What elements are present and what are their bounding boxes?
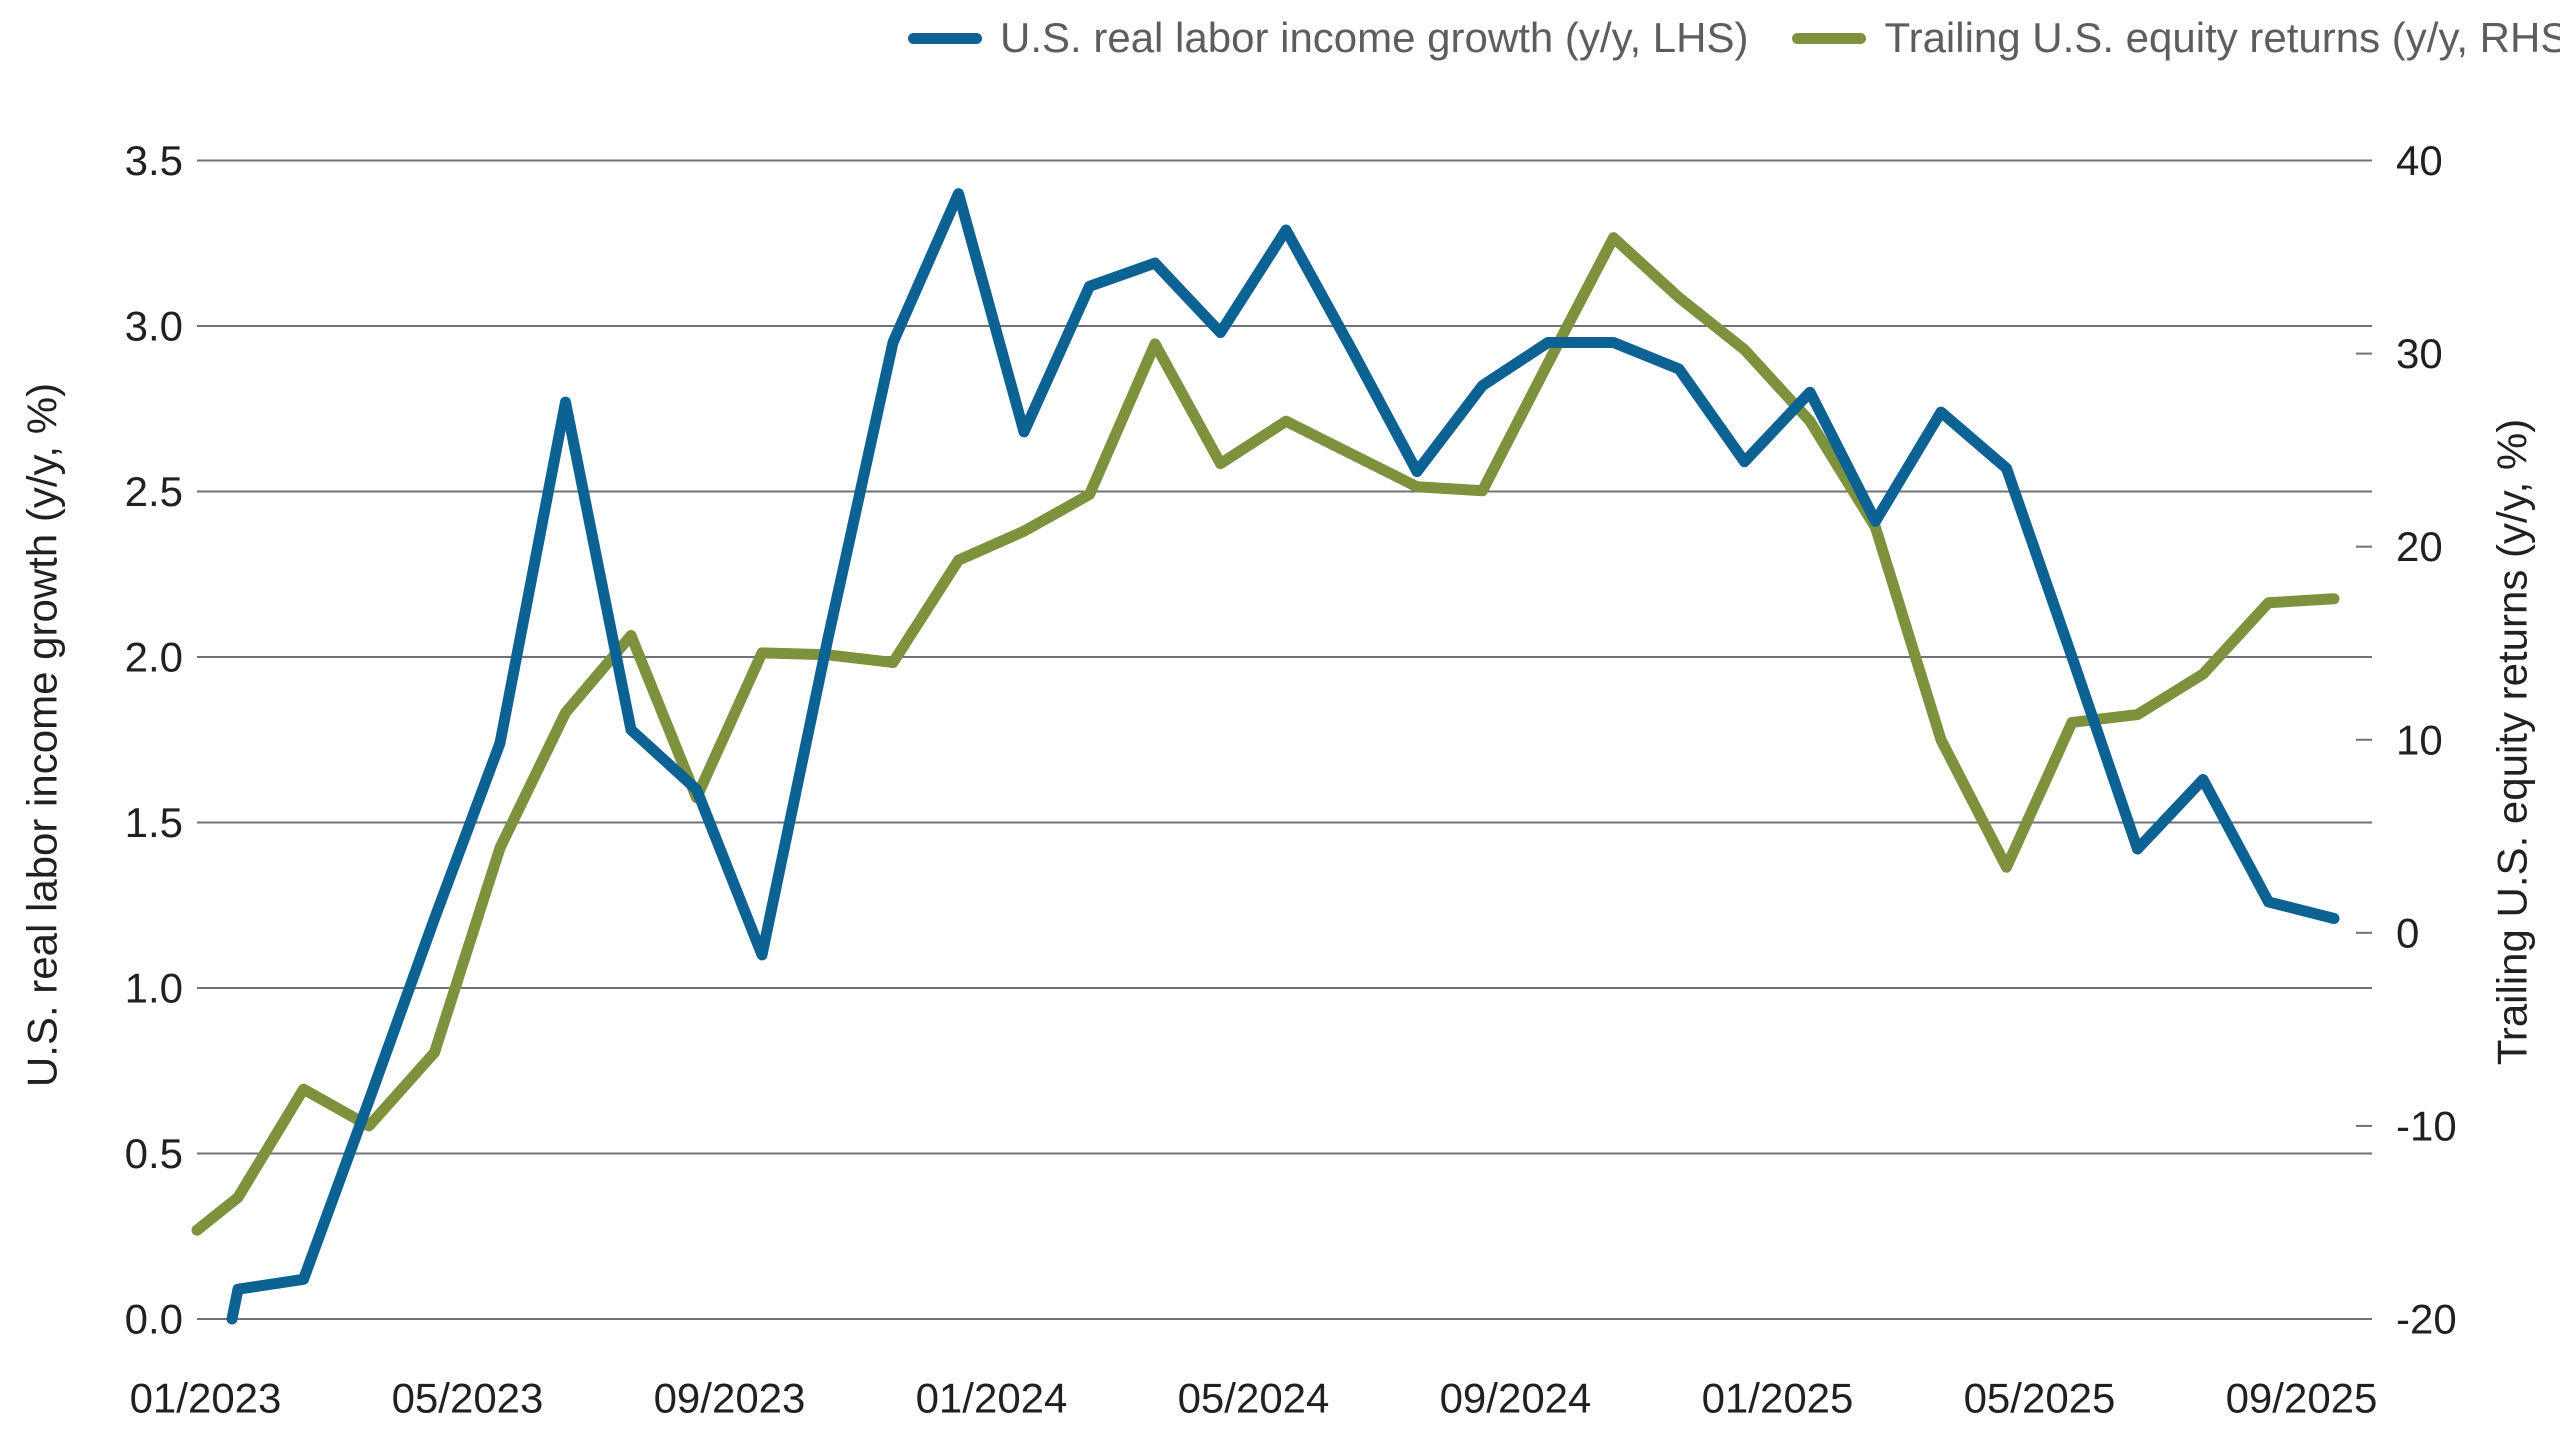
legend-label-equity-returns: Trailing U.S. equity returns (y/y, RHS) <box>1884 14 2560 61</box>
x-axis-tick-label: 09/2025 <box>2226 1375 2378 1422</box>
left-axis-tick-label: 1.5 <box>125 799 183 846</box>
x-axis-tick-label: 01/2024 <box>916 1375 1068 1422</box>
left-axis-tick-label: 0.5 <box>125 1130 183 1177</box>
x-axis-tick-label: 05/2024 <box>1178 1375 1330 1422</box>
right-axis-title: Trailing U.S. equity returns (y/y, %) <box>2489 419 2536 1066</box>
right-axis-tick-label: 20 <box>2396 523 2443 570</box>
left-axis-tick-label: 2.0 <box>125 634 183 681</box>
legend-item-labor-income: U.S. real labor income growth (y/y, LHS) <box>908 14 1748 62</box>
right-axis-tick-label: -20 <box>2396 1296 2457 1343</box>
legend-swatch-equity-returns <box>1792 32 1867 44</box>
left-axis-tick-label: 3.0 <box>125 303 183 350</box>
right-axis-tick-label: 30 <box>2396 330 2443 377</box>
left-axis-title: U.S. real labor income growth (y/y, %) <box>19 383 66 1087</box>
right-axis-tick-label: 0 <box>2396 909 2419 956</box>
left-axis-tick-label: 0.0 <box>125 1296 183 1343</box>
x-axis-tick-label: 09/2023 <box>654 1375 806 1422</box>
legend-item-equity-returns: Trailing U.S. equity returns (y/y, RHS) <box>1792 14 2560 62</box>
left-axis-tick-label: 1.0 <box>125 965 183 1012</box>
right-axis-tick-label: 10 <box>2396 716 2443 763</box>
left-axis-tick-label: 2.5 <box>125 468 183 515</box>
x-axis-tick-label: 01/2023 <box>130 1375 282 1422</box>
legend-label-labor-income: U.S. real labor income growth (y/y, LHS) <box>1000 14 1749 61</box>
right-axis-tick-label: -10 <box>2396 1102 2457 1149</box>
x-axis-tick-label: 09/2024 <box>1440 1375 1592 1422</box>
series-line-labor-income <box>226 188 2340 1325</box>
x-axis-tick-label: 01/2025 <box>1702 1375 1854 1422</box>
chart-legend: U.S. real labor income growth (y/y, LHS)… <box>908 14 2560 62</box>
left-axis-tick-label: 3.5 <box>125 137 183 184</box>
x-axis-tick-label: 05/2025 <box>1964 1375 2116 1422</box>
series-line-equity-returns <box>191 232 2340 1236</box>
legend-swatch-labor-income <box>908 32 982 44</box>
right-axis-tick-label: 40 <box>2396 137 2443 184</box>
x-axis-tick-label: 05/2023 <box>392 1375 544 1422</box>
